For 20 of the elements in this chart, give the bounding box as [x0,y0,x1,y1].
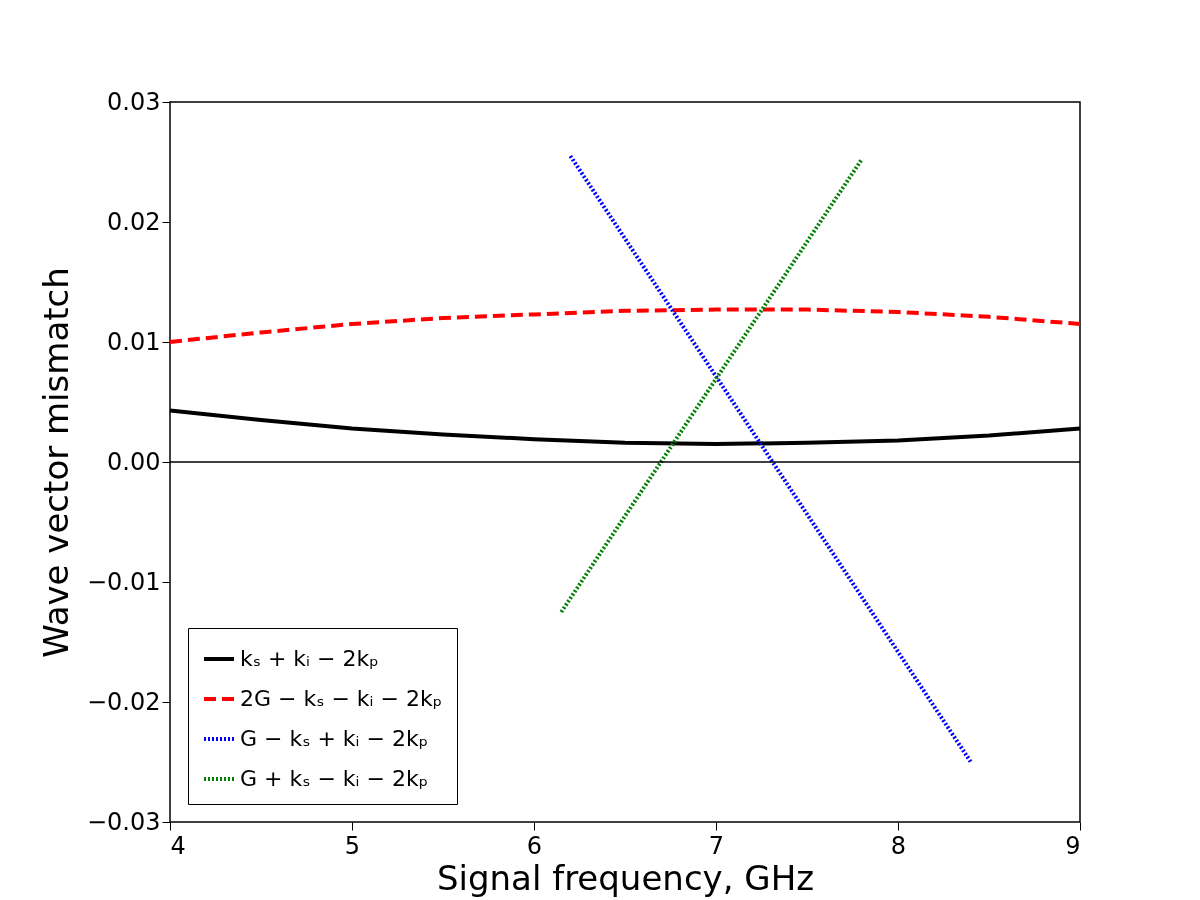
x-tick-label: 6 [526,831,543,860]
y-tick-label: −0.01 [86,567,161,596]
x-tick-label: 5 [344,831,361,860]
y-axis-title: Wave vector mismatch [35,267,76,658]
y-tick-label: 0.02 [107,207,161,236]
y-tick-label: 0.00 [107,447,161,476]
x-tick-label: 4 [170,831,186,860]
legend-label: kₛ + kᵢ − 2kₚ [240,646,379,671]
x-tick-label: 8 [890,831,907,860]
y-tick-label: −0.02 [86,687,161,716]
legend-label: G + kₛ − kᵢ − 2kₚ [240,766,429,791]
x-tick-label: 9 [1065,831,1081,860]
line-series [168,307,1082,344]
y-tick-label: −0.03 [86,807,161,836]
y-tick-label: 0.01 [107,327,161,356]
legend-label: 2G − kₛ − kᵢ − 2kₚ [240,686,443,711]
x-tick-label: 7 [708,831,725,860]
legend-label: G − kₛ + kᵢ − 2kₚ [240,726,429,751]
y-tick-label: 0.03 [107,87,161,116]
x-axis-title: Signal frequency, GHz [436,857,815,898]
